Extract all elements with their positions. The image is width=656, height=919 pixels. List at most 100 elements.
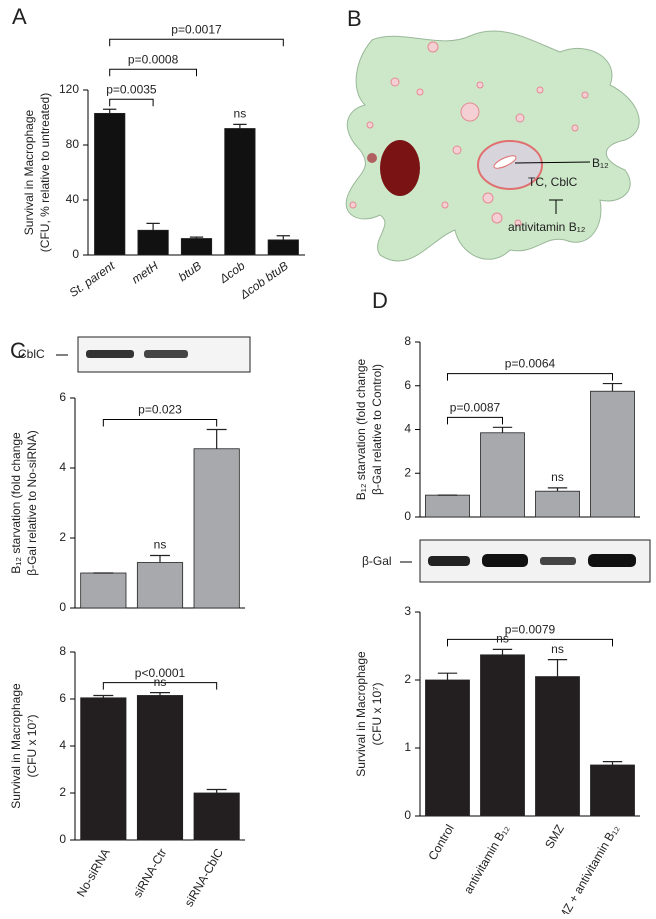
y-tick-label: 1 [404, 740, 411, 754]
panel-letter: A [12, 4, 27, 29]
bar [136, 695, 184, 841]
bar [267, 239, 299, 256]
bar [590, 390, 635, 518]
x-tick-label: antivitamin B₁₂ [461, 822, 512, 896]
bar [480, 432, 525, 518]
blot-label: CblC [18, 347, 45, 361]
significance-bracket [102, 682, 218, 690]
significance-bracket [102, 419, 218, 427]
y-axis-label: Survival in Macrophage [22, 109, 36, 235]
blot-band [588, 554, 636, 567]
bar [80, 697, 127, 841]
bar [590, 764, 635, 817]
y-axis-label: Survival in Macrophage [9, 683, 23, 809]
x-tick-label: btuB [176, 259, 204, 285]
y-tick-label: 6 [404, 378, 411, 392]
y-tick-label: 0 [59, 832, 66, 846]
y-axis-label: (CFU x 10⁷) [25, 714, 39, 777]
error-bar [146, 222, 160, 231]
y-axis-label: (CFU x 10⁷) [370, 682, 384, 745]
significance-label: p=0.0087 [450, 400, 501, 414]
error-bar [206, 428, 227, 449]
y-tick-label: 2 [404, 672, 411, 686]
significance-bracket [447, 373, 613, 381]
significance-label: p=0.0064 [505, 357, 556, 371]
significance-label: ns [154, 675, 167, 689]
panel-letter: D [372, 288, 388, 313]
significance-bracket [109, 68, 197, 77]
panel-letter: B [347, 6, 362, 31]
x-tick-label: No-siRNA [74, 846, 113, 899]
blot-c: CblC [18, 336, 251, 373]
bar [425, 494, 470, 518]
bar [137, 229, 169, 256]
y-tick-label: 0 [59, 600, 66, 614]
y-tick-label: 4 [59, 738, 66, 752]
error-bar [437, 672, 458, 680]
blot-d: β-Gal [362, 539, 651, 583]
y-tick-label: 6 [59, 691, 66, 705]
bar [535, 676, 580, 817]
significance-label: p<0.0001 [135, 666, 186, 680]
bar [193, 448, 240, 609]
diagram-label: TC, CblC [528, 175, 578, 189]
blot-label: β-Gal [362, 554, 392, 568]
significance-label: p=0.023 [138, 403, 182, 417]
y-tick-label: 6 [59, 390, 66, 404]
y-tick-label: 0 [72, 247, 79, 261]
error-bar [103, 108, 117, 114]
x-tick-label: siRNA-Ctr [130, 846, 169, 900]
error-bar [93, 694, 114, 698]
vesicles [349, 41, 589, 227]
y-tick-label: 120 [59, 82, 79, 96]
significance-label: ns [551, 470, 564, 484]
error-bar [492, 648, 513, 655]
panel-letter: C [10, 338, 26, 363]
arrow-line [514, 161, 591, 164]
error-bar [189, 236, 204, 239]
bar [94, 112, 126, 256]
error-bar [492, 426, 513, 433]
y-tick-label: 3 [404, 604, 411, 618]
error-bar [150, 692, 170, 696]
error-bar [150, 554, 170, 563]
y-axis-label: β-Gal relative to No-siRNA) [25, 430, 39, 576]
significance-bracket [109, 98, 154, 107]
error-bar [206, 788, 227, 793]
significance-label: ns [496, 632, 509, 646]
error-bar [547, 487, 568, 492]
bar [193, 792, 240, 841]
bar [224, 128, 256, 256]
x-tick-label: siRNA-CblC [182, 846, 227, 909]
y-tick-label: 2 [59, 785, 66, 799]
y-axis-label: B₁₂ starvation (fold change [354, 358, 368, 500]
error-bar [602, 761, 623, 765]
x-tick-label: metH [129, 258, 161, 286]
y-axis-label: β-Gal relative to Control) [370, 364, 384, 495]
particle [367, 153, 377, 163]
y-axis-label: Survival in Macrophage [354, 651, 368, 777]
blot-band [482, 554, 528, 567]
diagram-label: antivitamin B₁₂ [508, 220, 586, 234]
bar [80, 572, 127, 609]
bar [425, 679, 470, 817]
y-tick-label: 4 [404, 422, 411, 436]
y-tick-label: 8 [404, 334, 411, 348]
y-tick-label: 0 [404, 509, 411, 523]
x-tick-label: Control [425, 822, 456, 863]
y-axis-label: (CFU, % relative to untreated) [38, 93, 52, 252]
diagram: B B₁₂ TC, CblC antivitamin B₁₂ [345, 6, 640, 262]
x-tick-label: Δcob [216, 258, 248, 286]
significance-label: p=0.0017 [171, 22, 222, 36]
significance-bracket [447, 416, 503, 425]
blot-band [540, 557, 576, 565]
significance-bracket [109, 38, 284, 47]
y-tick-label: 40 [66, 192, 80, 206]
significance-label: p=0.0079 [505, 623, 556, 637]
y-tick-label: 80 [66, 137, 80, 151]
significance-label: ns [551, 642, 564, 656]
error-bar [233, 123, 247, 129]
significance-label: ns [234, 107, 247, 121]
error-bar [547, 659, 568, 677]
